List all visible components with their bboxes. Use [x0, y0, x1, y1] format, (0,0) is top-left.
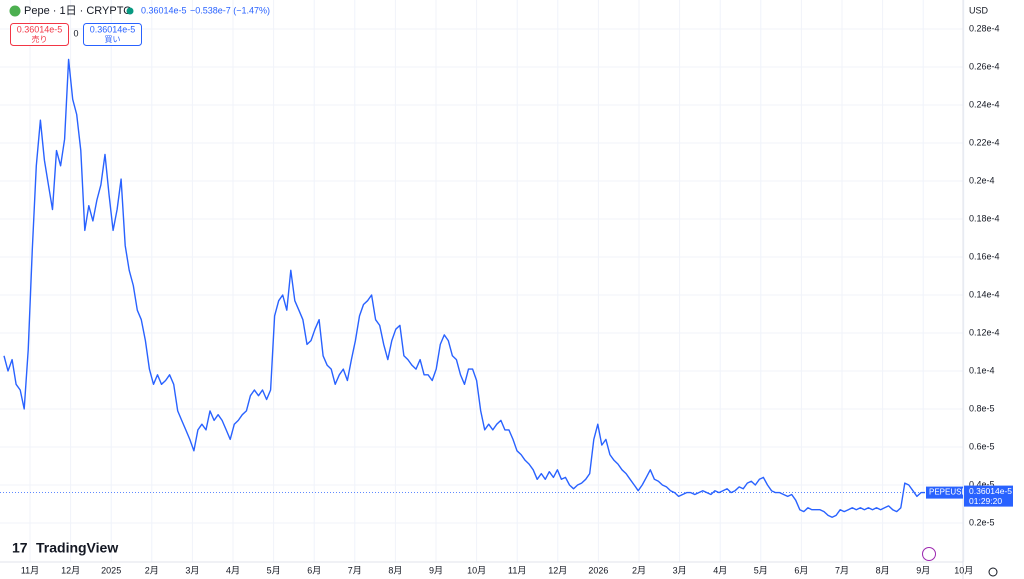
- buy-price: 0.36014e-5: [90, 24, 136, 34]
- x-tick-label: 5月: [754, 565, 768, 575]
- x-tick-label: 2025: [101, 565, 121, 575]
- x-tick-label: 6月: [307, 565, 321, 575]
- y-tick-label: 0.1e-4: [969, 365, 995, 375]
- x-tick-label: 10月: [467, 565, 486, 575]
- x-tick-label: 7月: [835, 565, 849, 575]
- buy-label: 買い: [105, 35, 121, 44]
- price-tag: [964, 485, 1013, 507]
- x-tick-label: 8月: [388, 565, 402, 575]
- y-tick-label: 0.2e-5: [969, 517, 995, 527]
- x-tick-label: 6月: [794, 565, 808, 575]
- currency[interactable]: USD: [969, 5, 989, 15]
- x-tick-label: 9月: [429, 565, 443, 575]
- spread: 0: [73, 28, 78, 38]
- y-tick-label: 0.16e-4: [969, 251, 1000, 261]
- x-tick-label: 2月: [632, 565, 646, 575]
- x-tick-label: 8月: [876, 565, 890, 575]
- x-tick-label: 7月: [348, 565, 362, 575]
- sell-price: 0.36014e-5: [17, 24, 63, 34]
- logo-mark: 17: [12, 540, 28, 556]
- x-tick-label: 10月: [954, 565, 973, 575]
- x-tick-label: 2月: [145, 565, 159, 575]
- x-tick-label: 3月: [185, 565, 199, 575]
- y-tick-label: 0.12e-4: [969, 327, 1000, 337]
- x-tick-label: 5月: [267, 565, 281, 575]
- symbol-icon: [9, 5, 21, 17]
- y-tick-label: 0.24e-4: [969, 99, 1000, 109]
- market-status: [126, 7, 134, 15]
- buy-button[interactable]: [83, 23, 142, 46]
- y-tick-label: 0.4e-5: [969, 479, 995, 489]
- plot: [0, 58, 963, 518]
- alert-icon[interactable]: [922, 547, 936, 561]
- x-tick-label: 11月: [21, 565, 39, 575]
- change: −0.538e-7 (−1.47%): [190, 5, 270, 15]
- symbol[interactable]: Pepe · 1日 · CRYPTO: [24, 5, 132, 17]
- y-tick-label: 0.2e-4: [969, 175, 995, 185]
- grid: [0, 0, 965, 562]
- sell-button[interactable]: [10, 23, 69, 46]
- y-tick-label: 0.22e-4: [969, 137, 1000, 147]
- price-line: [3, 58, 925, 518]
- y-tick-label: 0.8e-5: [969, 403, 995, 413]
- y-tick-label: 0.14e-4: [969, 289, 1000, 299]
- price: 0.36014e-5: [141, 5, 187, 15]
- y-tick-label: 0.26e-4: [969, 61, 1000, 71]
- y-tick-label: 0.28e-4: [969, 23, 1000, 33]
- y-tick-label: 0.18e-4: [969, 213, 1000, 223]
- sell-label: 売り: [32, 34, 48, 44]
- price-tag-price: 0.36014e-5: [969, 486, 1012, 496]
- x-tick-label: 11月: [508, 565, 526, 575]
- logo: TradingView: [36, 540, 118, 556]
- price-tag-countdown: 01:29:20: [969, 496, 1002, 506]
- x-tick-label: 12月: [548, 565, 567, 575]
- x-tick-label: 3月: [673, 565, 687, 575]
- x-tick-label: 4月: [713, 565, 727, 575]
- x-tick-label: 2026: [588, 565, 608, 575]
- y-tick-label: 0.6e-5: [969, 441, 995, 451]
- x-tick-label: 9月: [916, 565, 930, 575]
- x-tick-label: 4月: [226, 565, 240, 575]
- symbol-tag: [926, 486, 963, 499]
- x-tick-label: 12月: [61, 565, 80, 575]
- settings-icon[interactable]: [988, 567, 998, 577]
- symbol-tag-label: PEPEUSD: [929, 488, 967, 497]
